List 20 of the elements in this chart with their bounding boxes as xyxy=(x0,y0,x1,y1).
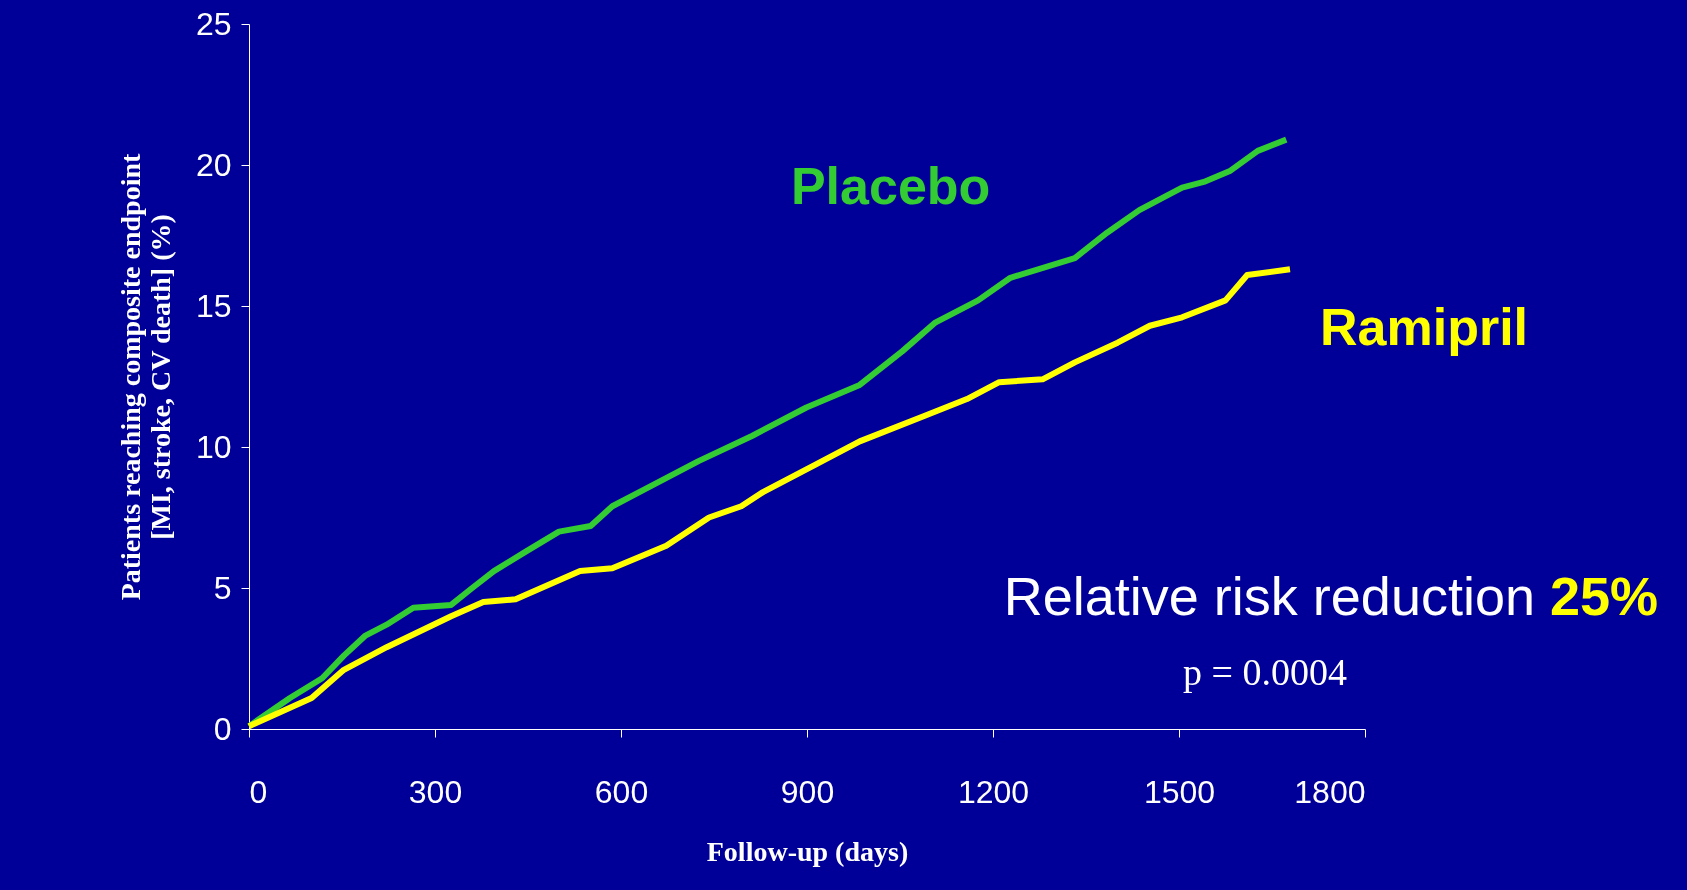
x-tick-label: 0 xyxy=(249,773,268,810)
y-tick-label: 0 xyxy=(213,710,232,747)
y-tick-label: 5 xyxy=(213,569,232,606)
annotation: Relative risk reduction xyxy=(1003,566,1535,626)
x-tick-label: 1200 xyxy=(957,773,1030,810)
y-tick-label: 25 xyxy=(195,5,232,42)
series-label: Placebo xyxy=(790,156,991,215)
series-label: Ramipril xyxy=(1319,298,1529,357)
text: 25% xyxy=(1550,566,1659,626)
y-axis-title: Patients reaching composite endpoint [MI, stroke, CV death] (%) xyxy=(114,152,176,601)
x-tick-label: 300 xyxy=(408,773,463,810)
y-tick-label: 20 xyxy=(195,146,232,183)
x-tick-label: 1800 xyxy=(1294,773,1366,810)
y-tick-label: 10 xyxy=(195,428,232,465)
x-tick-label: 900 xyxy=(780,773,835,810)
annotation: p = 0.0004 xyxy=(1183,651,1347,693)
x-axis-title: Follow-up (days) xyxy=(706,835,909,867)
y-tick-label: 15 xyxy=(195,287,232,324)
x-tick-label: 1500 xyxy=(1143,773,1216,810)
x-tick-label: 600 xyxy=(594,773,649,810)
